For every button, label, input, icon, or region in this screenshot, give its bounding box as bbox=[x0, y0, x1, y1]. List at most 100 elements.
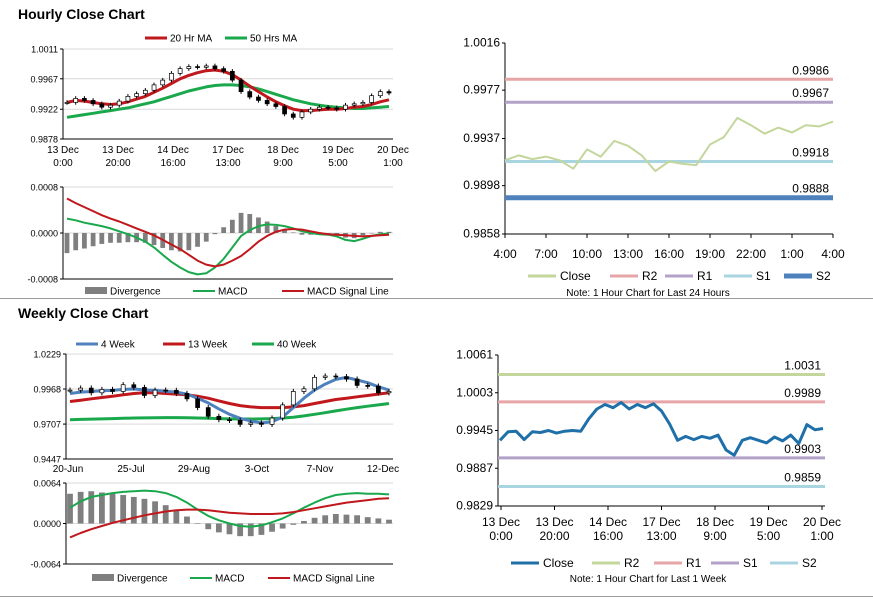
weekly-week-x-tick-time: 9:00 bbox=[703, 529, 727, 543]
hourly_price-candle bbox=[90, 100, 96, 105]
hourly_macd-divergence-bar bbox=[360, 233, 366, 236]
hourly_price-candle bbox=[238, 79, 244, 92]
hourly_macd-divergence-bar bbox=[116, 233, 122, 243]
hourly_price-candle bbox=[325, 106, 331, 109]
weekly_price-candle bbox=[142, 387, 147, 396]
hourly_macd-divergence-bar bbox=[64, 233, 70, 254]
hourly_macd-divergence-bar bbox=[73, 233, 79, 251]
hourly_price-y-tick-label: 1.0011 bbox=[31, 45, 58, 55]
hourly_24h-y-tick-label: 1.0016 bbox=[463, 36, 500, 50]
hourly_macd-divergence-bar bbox=[264, 221, 270, 233]
weekly_macd-divergence-bar bbox=[290, 523, 297, 525]
weekly-price-x-tick-label: 12-Dec bbox=[367, 464, 399, 475]
hourly_price-candle bbox=[386, 91, 392, 94]
hourly_price-candle bbox=[317, 106, 322, 110]
weekly_price-candle bbox=[301, 388, 307, 392]
hourly_macd-divergence-bar bbox=[299, 233, 305, 235]
legend-hourly-24h-label-s2: S2 bbox=[816, 269, 831, 283]
hourly_price-candle bbox=[108, 104, 113, 108]
hourly_24h-close-line bbox=[504, 116, 834, 173]
legend-hourly-24h-label-r2: R2 bbox=[642, 269, 658, 283]
weekly_macd-divergence-bar bbox=[269, 523, 275, 532]
weekly_macd-divergence-bar bbox=[311, 517, 318, 524]
legend-hourly-macd-label: MACD bbox=[218, 287, 247, 298]
hourly-price-x-tick-date: 17 Dec bbox=[212, 145, 244, 156]
hourly-price-x-tick-time: 9:00 bbox=[273, 158, 293, 169]
weekly_macd-signal-line bbox=[69, 497, 390, 539]
weekly_price-candle bbox=[354, 378, 360, 386]
weekly_price-y-tick-label: 0.9447 bbox=[33, 455, 61, 465]
weekly_week-level-label-r2: 1.0031 bbox=[784, 359, 821, 373]
weekly_macd-divergence-bar bbox=[173, 510, 180, 524]
hourly_24h-level-label-s2: 0.9888 bbox=[792, 182, 829, 196]
weekly_week-y-tick-label: 0.9887 bbox=[456, 461, 493, 475]
weekly-week-x-tick-date: 13 Dec bbox=[482, 515, 520, 529]
legend-weekly-week-label-r1: R1 bbox=[686, 556, 702, 570]
weekly-price-x-tick-label: 20-Jun bbox=[53, 464, 84, 475]
hourly_macd-divergence-bar bbox=[142, 233, 148, 243]
hourly_price-candle bbox=[273, 103, 279, 107]
legend-weekly-macd-label: MACD bbox=[215, 574, 244, 585]
weekly_macd-divergence-bar bbox=[258, 523, 265, 535]
hourly-price-x-tick-date: 19 Dec bbox=[322, 145, 354, 156]
weekly_macd-divergence-bar bbox=[141, 498, 148, 524]
weekly_macd-y-tick-label: 0.0064 bbox=[33, 479, 61, 489]
weekly_week-close-line bbox=[498, 401, 824, 457]
legend-weekly-divergence-label: Divergence bbox=[117, 574, 168, 585]
weekly-week-x-tick-time: 20:00 bbox=[539, 529, 569, 543]
hourly-24h-x-tick-label: 7:00 bbox=[534, 247, 558, 261]
hourly-24h-x-tick-label: 1:00 bbox=[780, 247, 804, 261]
legend-hourly-signal-label: MACD Signal Line bbox=[307, 287, 389, 298]
hourly_macd-signal-line bbox=[66, 197, 390, 268]
hourly_price-candle bbox=[177, 68, 183, 74]
weekly_macd-divergence-bar bbox=[354, 515, 361, 524]
hourly_24h-level-label-r1: 0.9967 bbox=[792, 86, 829, 100]
weekly_week-y-tick-label: 0.9829 bbox=[456, 499, 493, 513]
weekly_price-candle bbox=[195, 398, 200, 408]
hourly-price-x-tick-time: 5:00 bbox=[328, 158, 348, 169]
weekly_macd-divergence-bar bbox=[332, 514, 339, 524]
hourly-24h-x-tick-label: 22:00 bbox=[736, 247, 766, 261]
hourly_price-candle bbox=[360, 102, 366, 105]
hourly_macd-divergence-bar bbox=[273, 226, 279, 233]
hourly_price-candle bbox=[99, 103, 105, 108]
hourly_price-candle bbox=[134, 93, 139, 97]
weekly-week-x-tick-time: 13:00 bbox=[646, 529, 676, 543]
weekly_price-candle bbox=[290, 391, 296, 406]
weekly_price-candle bbox=[344, 376, 349, 380]
hourly-24h-note: Note: 1 Hour Chart for Last 24 Hours bbox=[566, 288, 729, 299]
weekly_macd-divergence-bar bbox=[67, 493, 73, 524]
hourly_price-candle bbox=[160, 79, 166, 86]
hourly_macd-divergence-bar bbox=[151, 233, 157, 246]
hourly_macd-divergence-bar bbox=[221, 227, 227, 233]
legend-hourly-24h-label-close: Close bbox=[560, 269, 591, 283]
weekly_price-candle bbox=[120, 384, 126, 392]
weekly_price-candle bbox=[205, 407, 211, 417]
legend-hourly-divergence-swatch bbox=[85, 287, 107, 294]
weekly_price-candle bbox=[110, 389, 115, 392]
weekly_price-candle bbox=[312, 377, 317, 390]
hourly_price-candle bbox=[125, 96, 131, 102]
hourly_macd-divergence-bar bbox=[386, 231, 392, 233]
hourly_macd-divergence-bar bbox=[377, 231, 383, 233]
legend-50hr-ma-label: 50 Hrs MA bbox=[250, 34, 298, 45]
weekly_macd-divergence-bar bbox=[184, 516, 190, 524]
hourly_price-candle bbox=[195, 66, 200, 68]
weekly_price-y-tick-label: 0.9707 bbox=[33, 420, 61, 430]
hourly_price-candle bbox=[186, 66, 192, 69]
weekly_macd-divergence-bar bbox=[247, 523, 254, 537]
weekly_price-candle bbox=[184, 393, 190, 400]
hourly_price-y-tick-label: 0.9922 bbox=[30, 105, 58, 115]
hourly_macd-divergence-bar bbox=[99, 233, 105, 244]
hourly_macd-divergence-bar bbox=[108, 233, 113, 243]
weekly_macd-divergence-bar bbox=[98, 492, 105, 524]
weekly-week-x-tick-date: 19 Dec bbox=[749, 515, 787, 529]
weekly-week-x-tick-date: 18 Dec bbox=[696, 515, 734, 529]
weekly-week-x-tick-time: 16:00 bbox=[593, 529, 623, 543]
weekly_macd-divergence-bar bbox=[130, 496, 137, 524]
weekly_week-level-label-s1: 0.9903 bbox=[784, 442, 821, 456]
hourly_price-candle bbox=[343, 104, 348, 110]
hourly-price-x-tick-date: 13 Dec bbox=[47, 145, 79, 156]
weekly-week-x-tick-date: 14 Dec bbox=[589, 515, 627, 529]
hourly_macd-divergence-bar bbox=[177, 233, 183, 252]
